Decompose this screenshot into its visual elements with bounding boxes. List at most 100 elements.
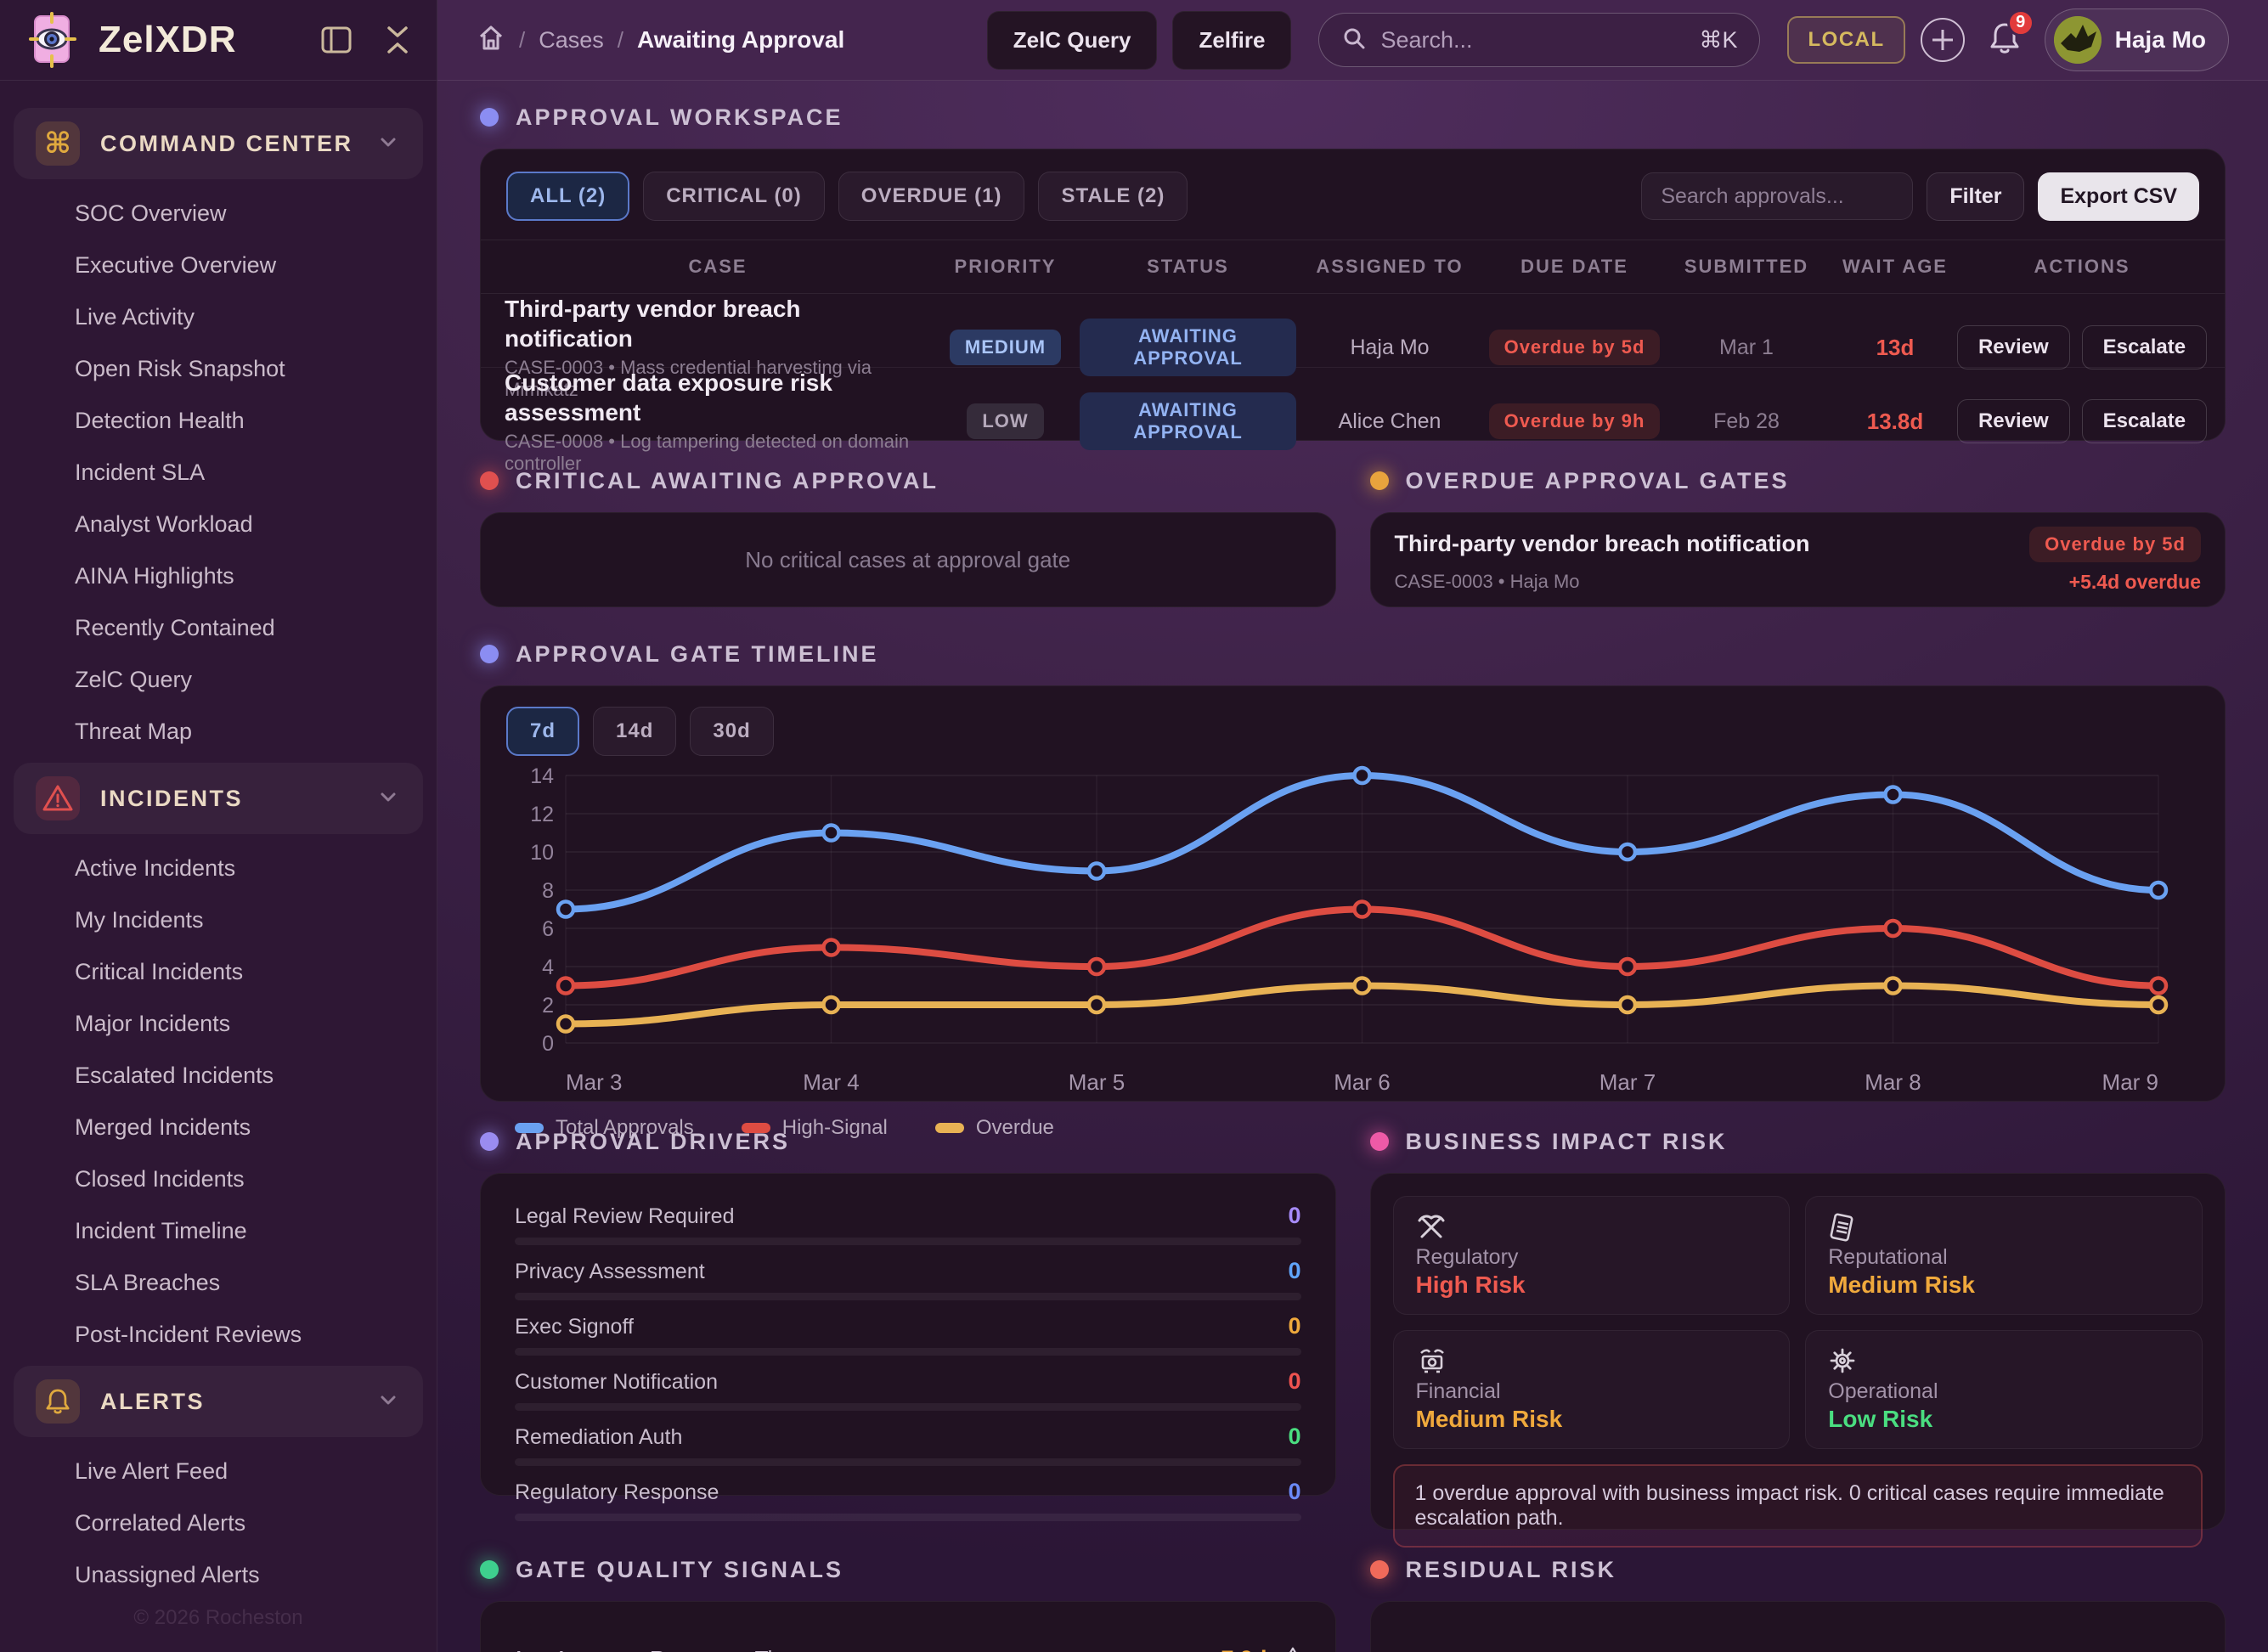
sidebar-item-escalated-incidents[interactable]: Escalated Incidents: [75, 1063, 274, 1088]
export-csv-button[interactable]: Export CSV: [2038, 172, 2199, 221]
overdue-badge: Overdue by 5d: [2029, 526, 2201, 562]
breadcrumb-separator: /: [519, 26, 526, 53]
breadcrumb-cases[interactable]: Cases: [539, 26, 604, 53]
money-icon: [1416, 1346, 1768, 1379]
sidebar-item-sla-breaches[interactable]: SLA Breaches: [75, 1270, 221, 1295]
sidebar-section-alerts[interactable]: ALERTS: [14, 1366, 423, 1437]
sidebar-item-aina-highlights[interactable]: AINA Highlights: [75, 563, 234, 589]
notifications-button[interactable]: 9: [1987, 8, 2034, 61]
home-icon[interactable]: [477, 24, 505, 57]
section-dot: [480, 108, 499, 127]
driver-row: Privacy Assessment 0: [515, 1258, 1301, 1300]
driver-progress-track: [515, 1238, 1301, 1245]
panel-toggle-icon[interactable]: [319, 23, 353, 57]
sidebar-item-closed-incidents[interactable]: Closed Incidents: [75, 1166, 245, 1192]
global-search-input[interactable]: [1380, 26, 1686, 54]
sidebar-item-active-incidents[interactable]: Active Incidents: [75, 855, 236, 881]
submitted-cell: Mar 1: [1719, 335, 1774, 359]
sidebar-item-threat-map[interactable]: Threat Map: [75, 719, 193, 744]
escalate-button[interactable]: Escalate: [2081, 325, 2208, 369]
due-date-badge: Overdue by 9h: [1488, 403, 1661, 439]
legend-item: Overdue: [934, 1116, 1054, 1140]
sidebar-item-merged-incidents[interactable]: Merged Incidents: [75, 1114, 251, 1140]
priority-badge: MEDIUM: [949, 330, 1062, 365]
section-dot: [1369, 1132, 1389, 1151]
table-row[interactable]: Third-party vendor breach notification CA…: [481, 294, 2225, 400]
section-title: OVERDUE APPROVAL GATES: [1405, 467, 1790, 493]
svg-text:Mar 4: Mar 4: [803, 1069, 859, 1095]
impact-label: Operational: [1828, 1379, 1938, 1403]
quality-metric-value: 7.9d: [1221, 1646, 1267, 1652]
due-date-badge: Overdue by 5d: [1488, 330, 1661, 365]
overdue-delta: +5.4d overdue: [2068, 570, 2201, 593]
priority-badge: LOW: [967, 403, 1044, 439]
workspace-tab-overdue[interactable]: OVERDUE (1): [838, 172, 1025, 221]
notification-count-badge: 9: [2006, 8, 2034, 37]
workspace-tab-stale[interactable]: STALE (2): [1038, 172, 1188, 221]
quality-metric-label: Avg Approver Response Time: [511, 1646, 803, 1652]
collapse-vertical-icon[interactable]: [382, 23, 413, 57]
sidebar-item-correlated-alerts[interactable]: Correlated Alerts: [75, 1510, 246, 1536]
section-dot: [480, 1560, 499, 1579]
sidebar-item-unassigned-alerts[interactable]: Unassigned Alerts: [75, 1562, 260, 1587]
sidebar-section-label: ALERTS: [100, 1388, 205, 1414]
impact-tile-operational: Operational Low Risk: [1805, 1330, 2203, 1449]
sidebar-item-post-incident-reviews[interactable]: Post-Incident Reviews: [75, 1322, 302, 1347]
approval-drivers-card: Legal Review Required 0 Privacy Assessment…: [480, 1173, 1336, 1521]
workspace-tab-critical[interactable]: CRITICAL (0): [643, 172, 825, 221]
approvals-search-input[interactable]: [1641, 172, 1914, 220]
sidebar-section-incidents[interactable]: INCIDENTS: [14, 763, 423, 834]
column-header: ASSIGNED TO: [1316, 256, 1464, 277]
column-header: CASE: [688, 256, 748, 277]
sidebar-item-my-incidents[interactable]: My Incidents: [75, 907, 204, 933]
critical-empty-card: No critical cases at approval gate: [480, 512, 1336, 607]
user-menu[interactable]: Haja Mo: [2044, 8, 2229, 71]
sidebar-item-critical-incidents[interactable]: Critical Incidents: [75, 959, 244, 984]
zelc-query-button[interactable]: ZelC Query: [986, 10, 1158, 70]
sidebar-item-live-alert-feed[interactable]: Live Alert Feed: [75, 1458, 228, 1484]
svg-text:10: 10: [530, 841, 554, 865]
sidebar-section-label: INCIDENTS: [100, 785, 244, 811]
overdue-gate-card[interactable]: Third-party vendor breach notification O…: [1369, 512, 2226, 607]
sidebar-item-incident-timeline[interactable]: Incident Timeline: [75, 1218, 247, 1243]
section-title: RESIDUAL RISK: [1405, 1556, 1617, 1582]
sidebar-item-recently-contained[interactable]: Recently Contained: [75, 615, 275, 640]
range-14d[interactable]: 14d: [593, 707, 677, 756]
sidebar-item-major-incidents[interactable]: Major Incidents: [75, 1011, 231, 1036]
legend-label: High-Signal: [781, 1116, 888, 1139]
escalate-button[interactable]: Escalate: [2081, 399, 2208, 443]
due-date-cell: Overdue by 9h: [1483, 403, 1666, 439]
driver-progress-track: [515, 1348, 1301, 1356]
sidebar-item-zelc-query[interactable]: ZelC Query: [75, 667, 193, 692]
column-header: WAIT AGE: [1842, 256, 1948, 277]
svg-text:Mar 6: Mar 6: [1334, 1069, 1390, 1095]
sidebar-item-executive-overview[interactable]: Executive Overview: [75, 252, 277, 278]
sidebar-item-incident-sla[interactable]: Incident SLA: [75, 460, 206, 485]
sidebar-item-detection-health[interactable]: Detection Health: [75, 408, 245, 433]
priority-cell: MEDIUM: [931, 330, 1080, 365]
status-cell: AWAITING APPROVAL: [1080, 392, 1296, 450]
sidebar-item-live-activity[interactable]: Live Activity: [75, 304, 195, 330]
global-search[interactable]: ⌘K: [1318, 13, 1761, 67]
workspace-tab-all[interactable]: ALL (2): [506, 172, 630, 221]
zelfire-button[interactable]: Zelfire: [1172, 10, 1292, 70]
range-7d[interactable]: 7d: [506, 707, 580, 756]
priority-cell: LOW: [931, 403, 1080, 439]
chart-legend: Total Approvals High-Signal Overdue: [506, 1111, 2199, 1145]
sidebar-item-analyst-workload[interactable]: Analyst Workload: [75, 511, 253, 537]
assigned-cell: Alice Chen: [1338, 409, 1441, 433]
driver-row: Exec Signoff 0: [515, 1313, 1301, 1356]
review-button[interactable]: Review: [1956, 399, 2070, 443]
sidebar-item-soc-overview[interactable]: SOC Overview: [75, 200, 227, 226]
impact-label: Financial: [1415, 1379, 1501, 1403]
sidebar-section-command-center[interactable]: ⌘ COMMAND CENTER: [14, 108, 423, 179]
overdue-case-title: Third-party vendor breach notification: [1394, 531, 1810, 556]
range-30d[interactable]: 30d: [690, 707, 774, 756]
table-row[interactable]: Customer data exposure risk assessment CA…: [481, 367, 2225, 474]
review-button[interactable]: Review: [1956, 325, 2070, 369]
add-button[interactable]: [1920, 18, 1965, 62]
driver-row: Regulatory Response 0: [515, 1479, 1301, 1521]
sidebar-item-open-risk-snapshot[interactable]: Open Risk Snapshot: [75, 356, 285, 381]
filter-button[interactable]: Filter: [1927, 172, 2025, 221]
section-title: APPROVAL WORKSPACE: [516, 104, 843, 130]
